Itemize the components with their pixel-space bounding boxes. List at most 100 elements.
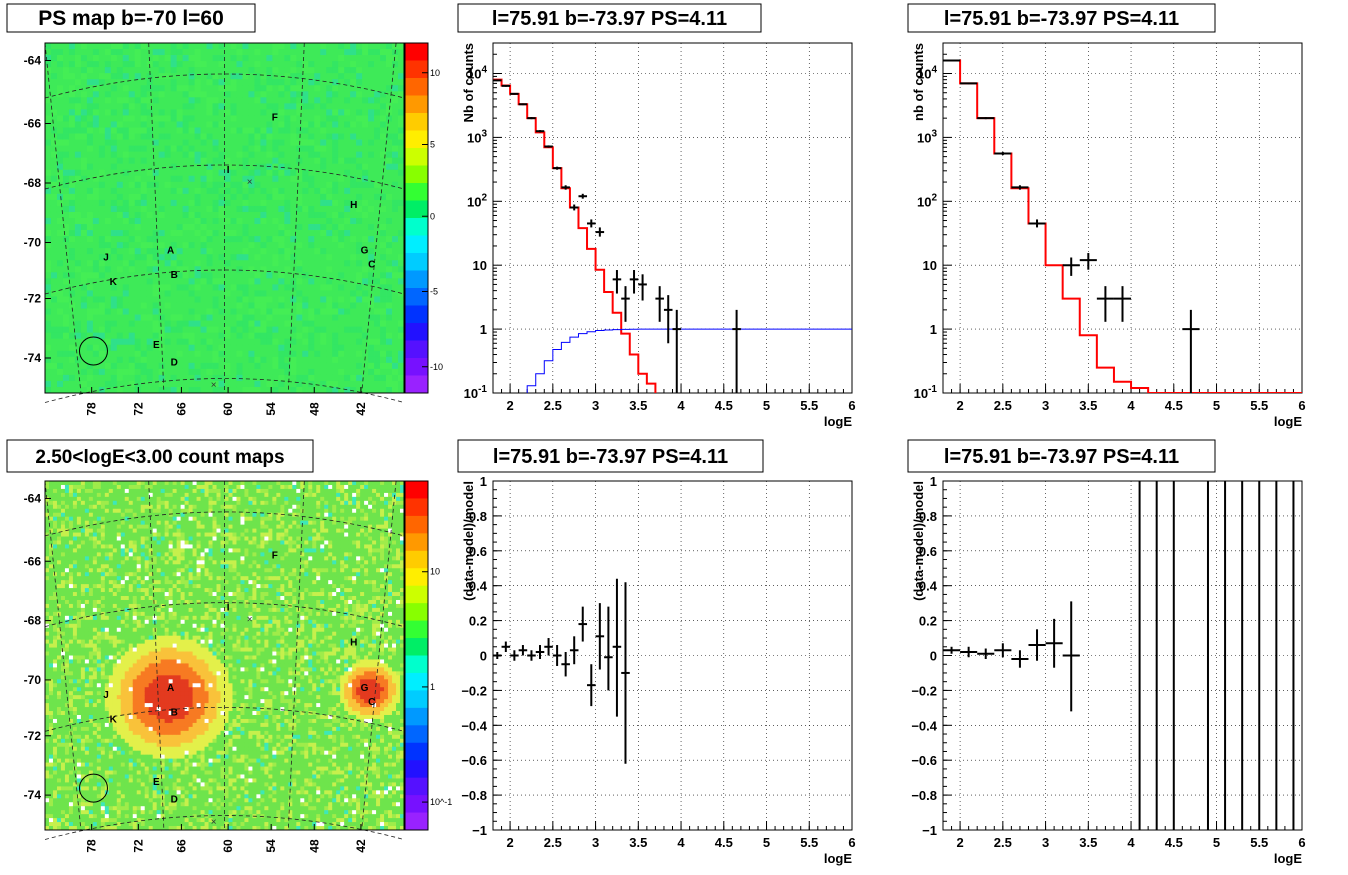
heatmap-cell [152, 314, 160, 321]
heatmap-cell [100, 635, 106, 641]
heatmap-cell [380, 326, 387, 334]
heatmap-cell [48, 500, 54, 506]
heatmap-cell [314, 181, 321, 189]
heatmap-cell [84, 790, 90, 795]
heatmap-cell [108, 552, 114, 557]
heatmap-cell [48, 722, 54, 728]
heatmap-cell [104, 607, 110, 613]
heatmap-cell [326, 356, 333, 364]
heatmap-cell [60, 667, 66, 672]
heatmap-cell [242, 163, 249, 171]
heatmap-cell [242, 260, 249, 267]
heatmap-cell [72, 607, 78, 613]
heatmap-cell [224, 230, 231, 237]
heatmap-cell [100, 822, 106, 827]
heatmap-cell [194, 320, 201, 328]
heatmap-cell [86, 43, 94, 50]
heatmap-cell [48, 504, 54, 510]
heatmap-cell [308, 103, 315, 110]
heatmap-cell [392, 374, 399, 382]
heatmap-cell [128, 61, 136, 68]
heatmap-cell [76, 695, 82, 700]
heatmap-cell [48, 667, 54, 672]
heatmap-cell [176, 133, 184, 140]
heatmap-cell [344, 272, 351, 279]
heatmap-cell [368, 85, 375, 92]
heatmap-cell [56, 826, 62, 831]
heatmap-cell [80, 596, 86, 601]
heatmap-cell [68, 584, 74, 589]
heatmap-cell [224, 332, 231, 340]
heatmap-cell [86, 181, 94, 189]
heatmap-cell [386, 103, 393, 110]
heatmap-cell [84, 770, 90, 775]
heatmap-cell [88, 548, 94, 553]
heatmap-cell [56, 667, 62, 672]
heatmap-cell [68, 607, 74, 613]
heatmap-cell [100, 599, 106, 605]
heatmap-cell [326, 242, 333, 249]
heatmap-cell [356, 332, 363, 340]
heatmap-cell [260, 91, 267, 98]
heatmap-cell [194, 103, 201, 110]
heatmap-cell [92, 380, 100, 388]
heatmap-cell [104, 643, 110, 648]
heatmap-cell [368, 290, 375, 297]
heatmap-cell [52, 481, 58, 486]
heatmap-cell [296, 181, 303, 189]
heatmap-cell [320, 230, 327, 237]
heatmap-cell [50, 254, 58, 261]
heatmap-cell [176, 254, 184, 261]
heatmap-cell [134, 79, 142, 86]
heatmap-cell [80, 540, 86, 545]
heatmap-cell [88, 786, 94, 791]
heatmap-cell [386, 278, 393, 285]
heatmap-cell [100, 718, 106, 724]
heatmap-cell [52, 536, 58, 541]
heatmap-cell [260, 230, 267, 237]
heatmap-cell [76, 500, 82, 506]
heatmap-cell [230, 133, 237, 140]
heatmap-cell [48, 627, 54, 633]
heatmap-cell [48, 794, 54, 799]
heatmap-cell [72, 707, 78, 712]
heatmap-cell [146, 175, 154, 183]
heatmap-cell [374, 73, 381, 80]
heatmap-cell [50, 55, 58, 62]
heatmap-cell [146, 362, 154, 370]
heatmap-cell [386, 284, 393, 291]
heatmap-cell [332, 302, 339, 309]
heatmap-cell [52, 734, 58, 740]
heatmap-cell [164, 344, 172, 352]
heatmap-cell [224, 85, 231, 92]
heatmap-cell [100, 818, 106, 823]
heatmap-cell [380, 193, 387, 201]
heatmap-cell [104, 703, 110, 708]
heatmap-cell [368, 248, 375, 255]
heatmap-cell [308, 181, 315, 189]
heatmap-cell [398, 278, 405, 285]
heatmap-cell [92, 157, 100, 165]
heatmap-cell [344, 320, 351, 328]
heatmap-cell [110, 187, 118, 195]
heatmap-cell [134, 284, 142, 291]
heatmap-cell [96, 623, 102, 629]
heatmap-cell [272, 121, 279, 128]
heatmap-cell [338, 272, 345, 279]
heatmap-cell [308, 284, 315, 291]
heatmap-cell [110, 193, 118, 201]
heatmap-cell [52, 786, 58, 791]
heatmap-cell [302, 260, 309, 267]
heatmap-cell [326, 181, 333, 189]
heatmap-cell [74, 278, 82, 285]
heatmap-cell [96, 730, 102, 736]
heatmap-cell [338, 260, 345, 267]
heatmap-cell [56, 326, 64, 334]
heatmap-cell [158, 61, 166, 68]
heatmap-cell [158, 97, 166, 104]
heatmap-cell [290, 362, 297, 370]
heatmap-cell [368, 103, 375, 110]
heatmap-cell [302, 344, 309, 352]
heatmap-cell [80, 750, 86, 756]
heatmap-cell [392, 151, 399, 159]
